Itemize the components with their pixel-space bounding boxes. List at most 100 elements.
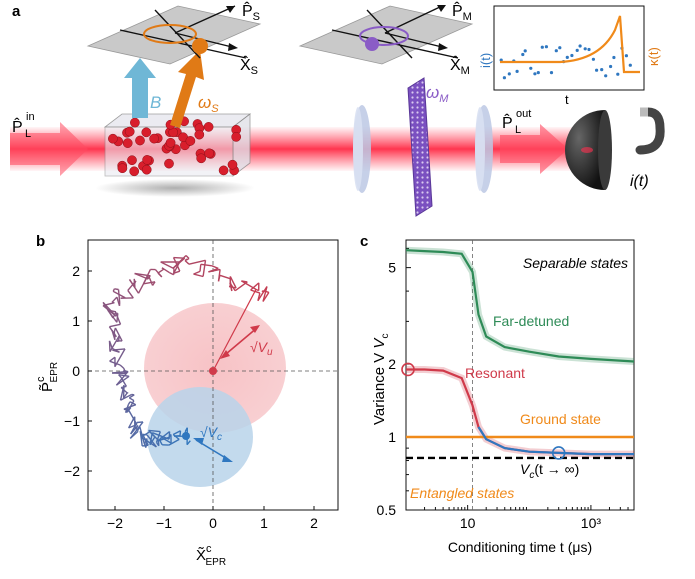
trajectory-segment [257,286,268,302]
svg-text:2: 2 [72,263,80,279]
trajectory-segment [142,444,149,447]
atom [165,137,176,148]
atom [129,166,140,177]
panel-a: a P̂ L in B ωS [10,0,665,217]
trajectory-segment [123,404,137,410]
atom [164,158,174,169]
atom [135,135,145,146]
trajectory-segment [172,257,176,262]
svg-text:0: 0 [209,515,217,531]
atom [204,148,215,159]
chart-xlabel: Conditioning time t (μs) [448,539,592,555]
inset-point [523,49,527,53]
trajectory-segment [154,269,163,278]
inset-x-label: t [565,92,569,107]
epr-trajectory [102,255,270,448]
trajectory-segment [219,274,231,280]
trajectory-segment [172,433,180,440]
input-label: P̂ L in [12,111,35,140]
trajectory-segment [193,273,204,278]
inset-point [540,45,544,49]
trajectory-segment [108,340,113,349]
atom [141,127,152,138]
label-sqrt-vu: √Vu [250,339,273,358]
current-label: i(t) [630,173,649,190]
label-sqrt-vc: √Vc [200,424,222,443]
atom [185,136,196,146]
inset-point [554,49,558,53]
trajectory-segment [155,431,161,443]
trajectory-segment [257,292,261,301]
inset-point [502,76,506,80]
trajectory-segment [173,270,181,274]
panel-label-c: c [360,233,368,250]
svg-text:−1: −1 [64,413,80,429]
trajectory-segment [109,356,116,362]
trajectory-segment [157,431,171,442]
trajectory-segment [261,290,264,293]
spin-x-label: X̂S [240,54,258,77]
mech-phase-plane: P̂M X̂M [298,0,474,77]
trajectory-segment [148,276,154,286]
trajectory-segment [139,431,143,447]
inset-point [575,48,579,53]
panel-b-yticks: 2 1 0 −1 −2 [64,263,92,479]
inset-point [549,71,554,75]
trajectory-segment [188,259,206,265]
trajectory-segment [109,335,120,352]
atom [142,155,152,165]
svg-text:−2: −2 [107,515,123,531]
series-tail [477,426,634,456]
beam-arrow-out [500,124,568,174]
trajectory-segment [120,377,128,387]
trajectory-segment [107,309,117,313]
inset-point [612,55,616,60]
trajectory-segment [160,436,172,444]
inset-point [533,72,537,76]
trajectory-segment [119,364,125,369]
inset-point [529,66,533,70]
trajectory-segment [159,437,162,442]
panel-b: b √Vu √Vc 2 1 0 −1 −2 −2 −1 0 1 2 [35,233,339,568]
trajectory-segment [129,431,139,439]
atom [227,159,238,170]
inset-point [624,54,629,58]
marker-start [401,362,415,377]
photodetector: i(t) [565,107,665,190]
trajectory-segment [169,271,175,276]
trajectory-segment [114,327,123,342]
trajectory-segment [119,385,125,401]
inset-point [604,74,608,78]
trajectory-segment [128,279,136,288]
inset-point [595,68,599,72]
trajectory-link [212,289,257,372]
inset-point [583,47,587,51]
trajectory-segment [200,263,212,267]
trajectory-segment [173,256,185,259]
trajectory-segment [168,438,180,446]
trajectory-segment [148,429,161,433]
trajectory-segment [107,309,118,323]
atom [231,132,242,142]
atomic-cell [95,113,255,197]
trajectory-segment [130,422,138,435]
inset-point [578,44,582,48]
spin-phase-plane: P̂S X̂S [86,0,262,77]
annotation-vc-limit: Vc(t → ∞) [520,461,579,481]
output-label: P̂ L out [502,108,531,136]
trajectory-segment [118,374,122,378]
trajectory-segment [127,280,137,291]
b-field-label: B [150,93,161,112]
trajectory-segment [128,394,135,399]
trajectory-segment [157,268,165,274]
trajectory-segment [255,288,259,292]
inset-point [628,63,632,67]
inset-point [591,57,596,61]
x-tick-label: 10 [460,515,476,531]
trajectory-segment [217,269,221,282]
trajectory-segment [199,264,202,272]
beam-arrow-in [10,122,88,176]
trajectory-segment [112,370,129,374]
omega-m-label: ωM [426,83,449,105]
annotation-ground: Ground state [520,411,601,427]
